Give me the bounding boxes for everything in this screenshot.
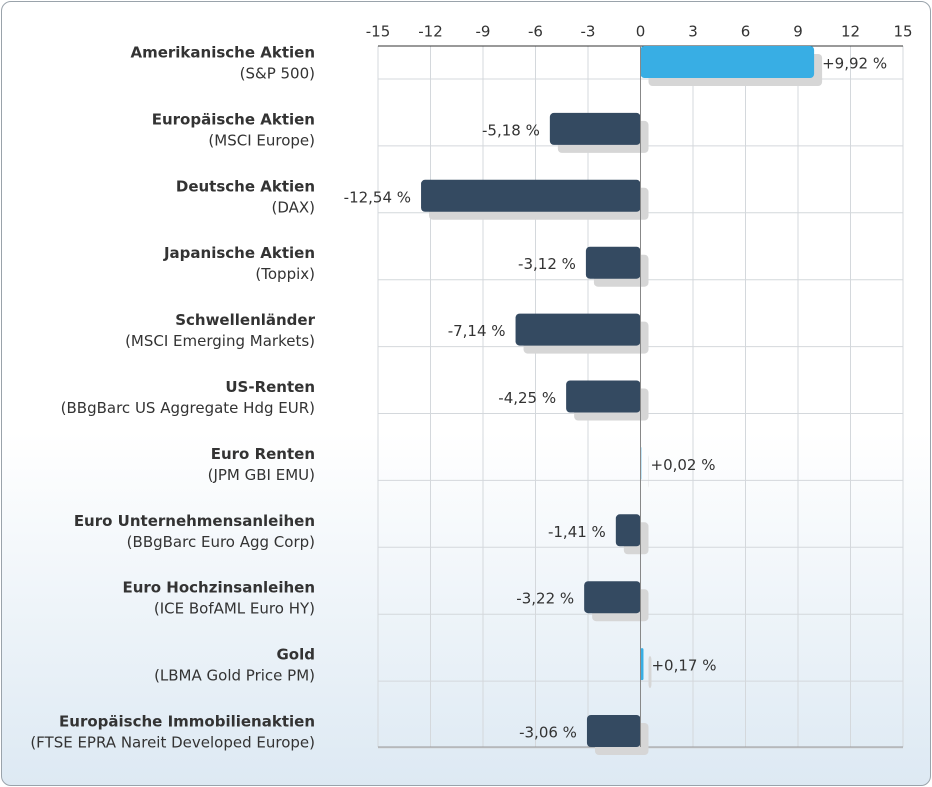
x-tick-label: -6 bbox=[528, 23, 543, 41]
x-tick-label: -3 bbox=[581, 23, 596, 41]
category-sublabel: (MSCI Europe) bbox=[208, 131, 315, 149]
category-sublabel: (BBgBarc US Aggregate Hdg EUR) bbox=[61, 399, 315, 417]
x-tick-label: 6 bbox=[741, 23, 751, 41]
category-label: Europäische Immobilienaktien bbox=[59, 713, 315, 731]
bar bbox=[586, 715, 641, 747]
bar bbox=[421, 179, 641, 212]
category-sublabel: (BBgBarc Euro Agg Corp) bbox=[127, 533, 315, 551]
category-label: US-Renten bbox=[225, 378, 315, 396]
category-label: Amerikanische Aktien bbox=[130, 44, 315, 62]
category-label: Japanische Aktien bbox=[163, 244, 315, 262]
value-label: -3,06 % bbox=[519, 724, 577, 742]
category-label: Euro Unternehmensanleihen bbox=[74, 512, 315, 530]
bar bbox=[549, 112, 641, 145]
bar bbox=[584, 581, 641, 614]
value-label: -5,18 % bbox=[482, 121, 540, 139]
category-sublabel: (Toppix) bbox=[255, 265, 315, 283]
bar bbox=[566, 380, 641, 413]
category-sublabel: (S&P 500) bbox=[240, 65, 315, 83]
x-tick-label: -9 bbox=[476, 23, 491, 41]
category-label: Schwellenländer bbox=[175, 311, 315, 329]
category-label: Euro Renten bbox=[211, 445, 315, 463]
x-tick-label: 15 bbox=[893, 23, 912, 41]
value-label: +0,02 % bbox=[651, 456, 716, 474]
value-label: +9,92 % bbox=[822, 55, 887, 73]
bar bbox=[515, 313, 641, 346]
bar-shadow bbox=[648, 656, 652, 689]
x-tick-label: 0 bbox=[636, 23, 646, 41]
value-label: +0,17 % bbox=[651, 657, 716, 675]
category-label: Europäische Aktien bbox=[152, 110, 315, 128]
value-label: -7,14 % bbox=[448, 322, 506, 340]
x-tick-label: -15 bbox=[366, 23, 391, 41]
category-label: Euro Hochzinsanleihen bbox=[122, 579, 315, 597]
value-label: -3,12 % bbox=[518, 255, 576, 273]
category-label: Gold bbox=[277, 646, 316, 664]
category-sublabel: (LBMA Gold Price PM) bbox=[154, 667, 315, 685]
value-label: -1,41 % bbox=[548, 523, 606, 541]
category-label: Deutsche Aktien bbox=[176, 177, 315, 195]
x-tick-label: 9 bbox=[793, 23, 803, 41]
category-sublabel: (MSCI Emerging Markets) bbox=[125, 332, 315, 350]
category-sublabel: (ICE BofAML Euro HY) bbox=[154, 600, 315, 618]
value-label: -12,54 % bbox=[344, 188, 411, 206]
x-tick-label: 3 bbox=[688, 23, 698, 41]
x-tick-label: 12 bbox=[841, 23, 860, 41]
value-label: -4,25 % bbox=[498, 389, 556, 407]
category-sublabel: (JPM GBI EMU) bbox=[208, 466, 315, 484]
x-tick-label: -12 bbox=[418, 23, 443, 41]
category-sublabel: (FTSE EPRA Nareit Developed Europe) bbox=[30, 734, 315, 752]
bar bbox=[640, 46, 815, 78]
bar bbox=[585, 246, 641, 279]
value-label: -3,22 % bbox=[516, 590, 574, 608]
category-sublabel: (DAX) bbox=[271, 198, 315, 216]
bar bbox=[640, 648, 644, 681]
bar bbox=[615, 514, 641, 547]
